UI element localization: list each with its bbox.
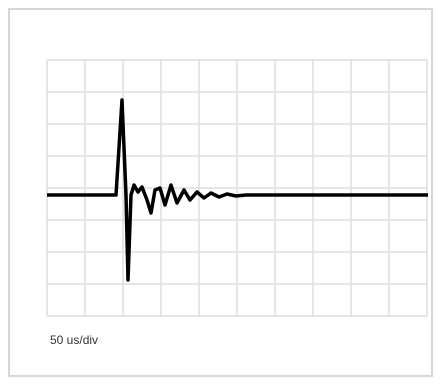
grid: [46, 59, 428, 317]
timebase-label: 50 us/div: [50, 333, 98, 347]
frame: [8, 8, 433, 377]
waveform: [47, 98, 428, 282]
